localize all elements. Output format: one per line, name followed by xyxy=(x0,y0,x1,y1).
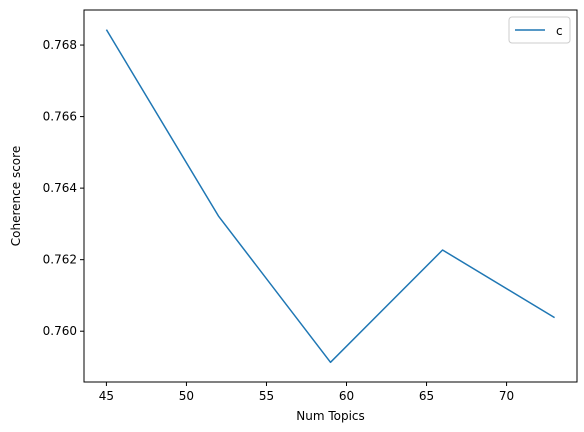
plot-area xyxy=(105,29,555,364)
y-axis-label: Coherence score xyxy=(9,146,23,246)
y-tick-label: 0.766 xyxy=(43,110,77,124)
x-axis-ticks: 45 50 55 60 65 70 xyxy=(99,382,514,403)
x-tick-label: 55 xyxy=(259,389,274,403)
legend: c xyxy=(508,16,571,44)
x-tick-label: 65 xyxy=(419,389,434,403)
y-tick-label: 0.762 xyxy=(43,253,77,267)
series-line-0 xyxy=(105,29,555,364)
x-tick-label: 45 xyxy=(99,389,114,403)
y-axis-ticks: 0.760 0.762 0.764 0.766 0.768 xyxy=(43,38,84,338)
x-tick-label: 70 xyxy=(499,389,514,403)
y-tick-label: 0.760 xyxy=(43,324,77,338)
x-tick-label: 60 xyxy=(339,389,354,403)
x-axis-label: Num Topics xyxy=(296,409,365,423)
x-tick-label: 50 xyxy=(179,389,194,403)
legend-label-c: c xyxy=(556,24,563,38)
y-tick-label: 0.768 xyxy=(43,38,77,52)
y-tick-label: 0.764 xyxy=(43,181,77,195)
axes-frame xyxy=(83,9,578,383)
